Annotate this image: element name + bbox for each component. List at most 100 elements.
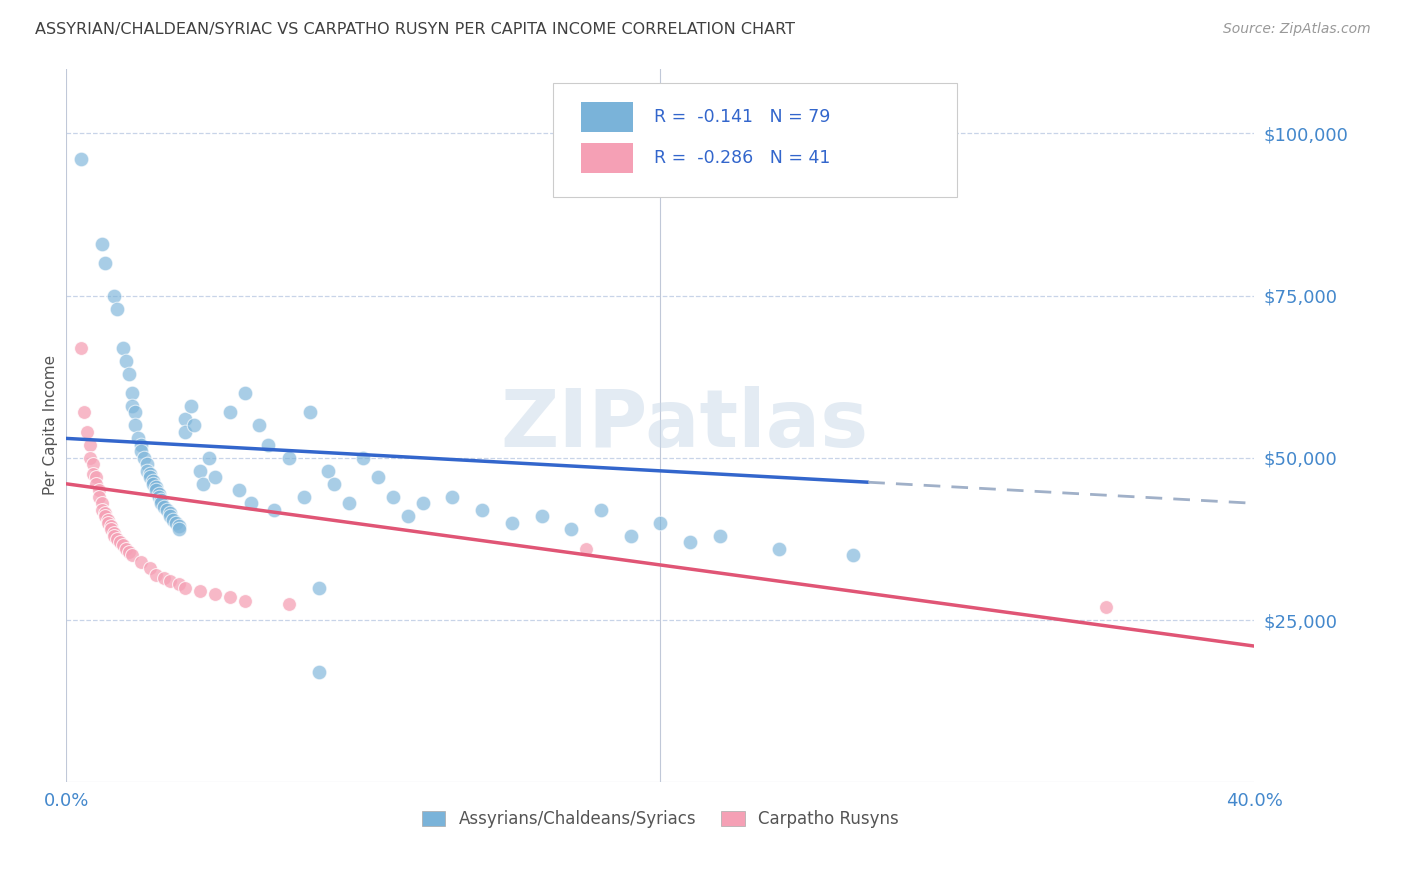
Point	[79, 438, 101, 452]
Point	[118, 545, 141, 559]
Point	[162, 512, 184, 526]
Point	[121, 386, 143, 401]
Point	[471, 503, 494, 517]
Point	[620, 529, 643, 543]
Point	[76, 425, 98, 439]
Point	[138, 467, 160, 482]
FancyBboxPatch shape	[581, 102, 633, 132]
Point	[174, 412, 197, 426]
Point	[108, 535, 131, 549]
Point	[233, 386, 256, 401]
Point	[382, 490, 405, 504]
Point	[84, 476, 107, 491]
Point	[842, 548, 865, 562]
Point	[124, 405, 146, 419]
Point	[97, 516, 120, 530]
Point	[165, 516, 187, 530]
Point	[115, 353, 138, 368]
Point	[84, 470, 107, 484]
Point	[153, 500, 176, 514]
Point	[169, 522, 191, 536]
Point	[169, 519, 191, 533]
Text: ZIPatlas: ZIPatlas	[501, 386, 869, 465]
Point	[94, 256, 117, 270]
Point	[257, 438, 280, 452]
Point	[100, 519, 122, 533]
Point	[292, 490, 315, 504]
Point	[94, 506, 117, 520]
Text: R =  -0.286   N = 41: R = -0.286 N = 41	[654, 149, 831, 167]
Y-axis label: Per Capita Income: Per Capita Income	[44, 355, 58, 495]
Point	[91, 503, 114, 517]
Point	[188, 464, 211, 478]
Point	[322, 476, 344, 491]
Point	[121, 399, 143, 413]
Point	[100, 522, 122, 536]
Point	[174, 581, 197, 595]
Point	[159, 574, 181, 589]
Point	[82, 467, 104, 482]
Point	[150, 496, 173, 510]
Point	[118, 367, 141, 381]
FancyBboxPatch shape	[554, 83, 957, 197]
Point	[153, 571, 176, 585]
Point	[103, 288, 125, 302]
Text: Source: ZipAtlas.com: Source: ZipAtlas.com	[1223, 22, 1371, 37]
Point	[82, 458, 104, 472]
Point	[73, 405, 96, 419]
Point	[768, 541, 790, 556]
Point	[105, 532, 128, 546]
Point	[145, 483, 167, 498]
Point	[204, 470, 226, 484]
Point	[204, 587, 226, 601]
Point	[135, 464, 157, 478]
Point	[145, 567, 167, 582]
Point	[103, 525, 125, 540]
Point	[103, 529, 125, 543]
Point	[111, 539, 134, 553]
Point	[169, 577, 191, 591]
Point	[132, 450, 155, 465]
Point	[530, 509, 553, 524]
Point	[352, 450, 374, 465]
Point	[367, 470, 389, 484]
Point	[183, 418, 205, 433]
Point	[316, 464, 339, 478]
Point	[1094, 600, 1116, 615]
Point	[575, 541, 598, 556]
Point	[239, 496, 262, 510]
Point	[142, 476, 165, 491]
Point	[105, 301, 128, 316]
Point	[159, 506, 181, 520]
Point	[70, 341, 93, 355]
Point	[159, 509, 181, 524]
Text: ASSYRIAN/CHALDEAN/SYRIAC VS CARPATHO RUSYN PER CAPITA INCOME CORRELATION CHART: ASSYRIAN/CHALDEAN/SYRIAC VS CARPATHO RUS…	[35, 22, 796, 37]
Point	[129, 444, 152, 458]
Point	[91, 496, 114, 510]
Point	[650, 516, 672, 530]
Point	[396, 509, 419, 524]
Point	[278, 597, 301, 611]
Point	[233, 593, 256, 607]
Point	[337, 496, 360, 510]
Point	[441, 490, 464, 504]
Point	[501, 516, 523, 530]
Point	[150, 493, 173, 508]
Point	[174, 425, 197, 439]
Point	[191, 476, 214, 491]
Point	[148, 490, 170, 504]
Point	[148, 486, 170, 500]
Point	[97, 512, 120, 526]
Point	[278, 450, 301, 465]
Point	[679, 535, 702, 549]
Point	[218, 405, 240, 419]
Point	[412, 496, 434, 510]
Text: R =  -0.141   N = 79: R = -0.141 N = 79	[654, 108, 831, 126]
Point	[188, 583, 211, 598]
Point	[263, 503, 285, 517]
Point	[129, 438, 152, 452]
FancyBboxPatch shape	[581, 143, 633, 173]
Point	[249, 418, 271, 433]
Point	[115, 541, 138, 556]
Point	[156, 503, 179, 517]
